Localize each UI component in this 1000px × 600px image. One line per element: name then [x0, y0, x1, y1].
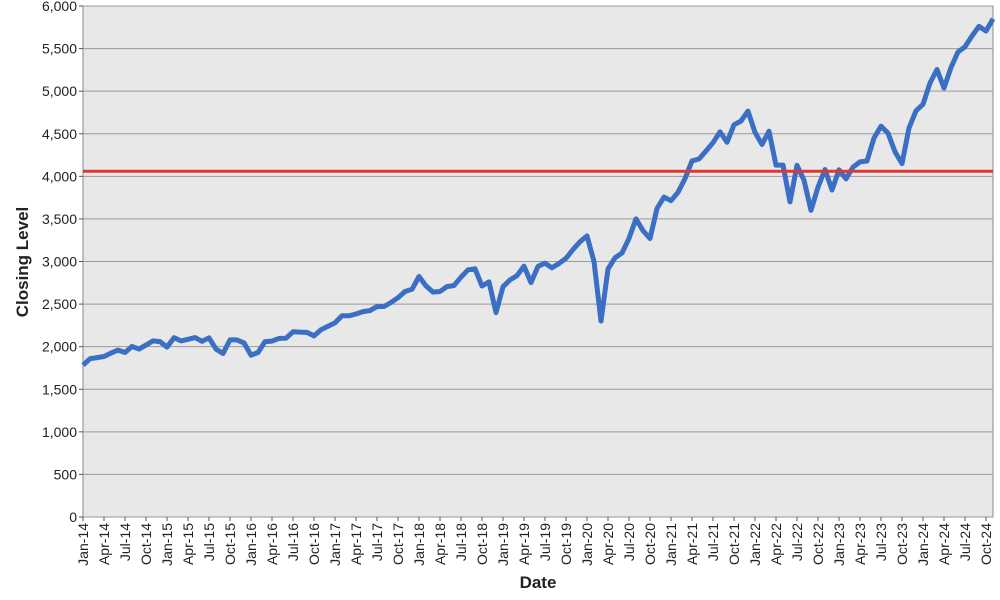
x-tick-label: Apr-20 [600, 523, 616, 565]
y-axis-title: Closing Level [13, 207, 32, 318]
y-tick-label: 3,000 [42, 254, 77, 270]
x-tick-label: Jul-21 [705, 523, 721, 561]
x-tick-label: Apr-22 [768, 523, 784, 565]
x-tick-label: Oct-15 [222, 523, 238, 565]
x-tick-label: Oct-24 [978, 523, 994, 565]
x-tick-label: Oct-22 [810, 523, 826, 565]
x-tick-label: Apr-19 [516, 523, 532, 565]
x-tick-label: Jan-21 [663, 523, 679, 566]
y-tick-label: 3,500 [42, 211, 77, 227]
x-tick-label: Jul-22 [789, 523, 805, 561]
x-tick-label: Oct-18 [474, 523, 490, 565]
x-tick-label: Apr-14 [96, 523, 112, 565]
x-tick-label: Jan-19 [495, 523, 511, 566]
x-tick-label: Oct-21 [726, 523, 742, 565]
y-tick-label: 4,000 [42, 168, 77, 184]
data-line [81, 17, 996, 368]
x-tick-label: Oct-16 [306, 523, 322, 565]
y-tick-label: 1,500 [42, 381, 77, 397]
x-tick-label: Jan-22 [747, 523, 763, 566]
x-tick-label: Jul-23 [873, 523, 889, 561]
x-tick-label: Jul-17 [369, 523, 385, 561]
y-tick-label: 5,500 [42, 41, 77, 57]
x-tick-label: Jul-14 [117, 523, 133, 561]
x-tick-label: Jul-16 [285, 523, 301, 561]
x-tick-label: Apr-21 [684, 523, 700, 565]
y-tick-label: 500 [54, 466, 78, 482]
x-tick-label: Jul-18 [453, 523, 469, 561]
x-tick-label: Apr-18 [432, 523, 448, 565]
x-tick-label: Jan-14 [75, 523, 91, 566]
x-tick-label: Apr-23 [852, 523, 868, 565]
x-tick-label: Apr-15 [180, 523, 196, 565]
x-tick-label: Oct-23 [894, 523, 910, 565]
x-tick-label: Apr-17 [348, 523, 364, 565]
y-tick-label: 2,500 [42, 296, 77, 312]
x-tick-label: Jan-18 [411, 523, 427, 566]
x-tick-label: Jan-20 [579, 523, 595, 566]
x-tick-label: Jul-24 [957, 523, 973, 561]
y-tick-label: 6,000 [42, 0, 77, 14]
x-tick-label: Oct-19 [558, 523, 574, 565]
x-tick-label: Jan-15 [159, 523, 175, 566]
y-tick-label: 1,000 [42, 424, 77, 440]
x-tick-label: Apr-16 [264, 523, 280, 565]
y-tick-label: 4,500 [42, 126, 77, 142]
x-tick-label: Apr-24 [936, 523, 952, 565]
x-tick-label: Jan-17 [327, 523, 343, 566]
x-tick-label: Oct-17 [390, 523, 406, 565]
x-tick-label: Jul-20 [621, 523, 637, 561]
x-tick-label: Oct-14 [138, 523, 154, 565]
y-tick-label: 5,000 [42, 83, 77, 99]
y-tick-label: 0 [69, 509, 77, 525]
x-tick-label: Jan-24 [915, 523, 931, 566]
x-tick-label: Oct-20 [642, 523, 658, 565]
x-tick-label: Jul-15 [201, 523, 217, 561]
x-tick-label: Jan-23 [831, 523, 847, 566]
x-tick-label: Jul-19 [537, 523, 553, 561]
y-tick-label: 2,000 [42, 339, 77, 355]
x-axis-title: Date [520, 573, 557, 592]
x-tick-label: Jan-16 [243, 523, 259, 566]
